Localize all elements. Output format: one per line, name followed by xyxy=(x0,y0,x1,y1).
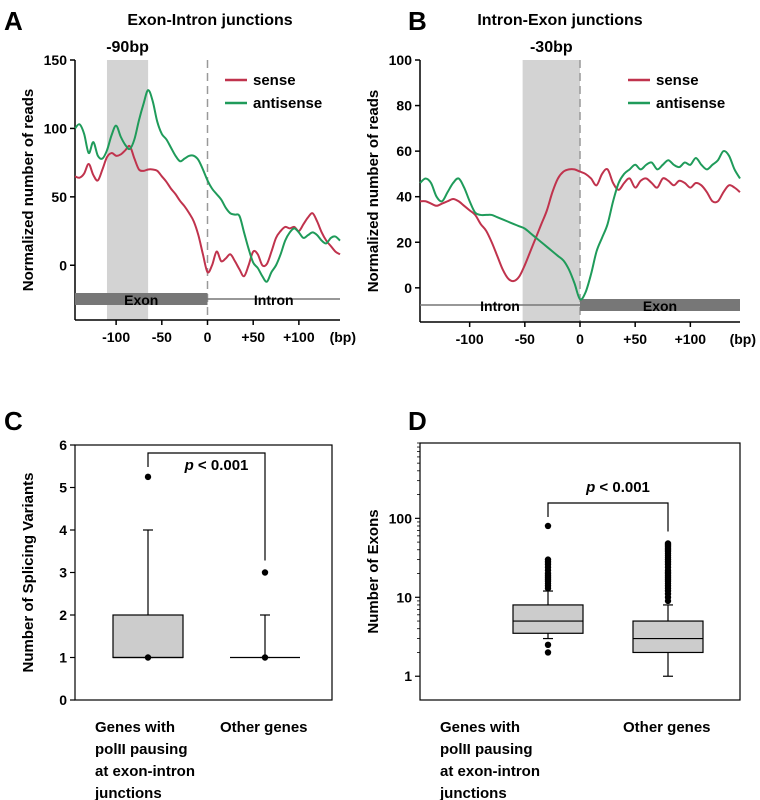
panel-letter: B xyxy=(408,6,427,36)
y-tick-label: 0 xyxy=(59,692,67,708)
outlier-point xyxy=(261,654,269,661)
chart-title: Intron-Exon junctions xyxy=(477,12,642,29)
y-tick-label: 2 xyxy=(59,607,67,623)
y-tick-label: 10 xyxy=(396,589,412,605)
y-tick-label: 40 xyxy=(396,189,412,205)
panel-b: B Intron-Exon junctions -30bp 0 20 40 60 80 100 -… xyxy=(365,6,756,347)
category-label-line: at exon-intron xyxy=(440,763,540,780)
significance-label-text: < 0.001 xyxy=(194,457,249,474)
x-tick-label: -100 xyxy=(102,329,130,345)
y-tick-label: 6 xyxy=(59,437,67,453)
y-tick-label: 1 xyxy=(404,668,412,684)
x-tick-label: -50 xyxy=(515,331,535,347)
y-tick-label: 0 xyxy=(404,280,412,296)
category-label-line: Genes with xyxy=(95,719,175,736)
region-label: Intron xyxy=(254,292,294,308)
y-tick-label: 0 xyxy=(59,257,67,273)
category-label-line: at exon-intron xyxy=(95,763,195,780)
category-label-line: Genes with xyxy=(440,719,520,736)
significance-label-p: p xyxy=(184,457,194,474)
legend-label-sense: sense xyxy=(656,72,699,89)
y-tick-label: 150 xyxy=(44,52,68,68)
box-body xyxy=(112,614,184,659)
x-tick-label: +50 xyxy=(241,329,265,345)
x-tick-label: +100 xyxy=(675,331,707,347)
panel-letter: C xyxy=(4,406,23,436)
category-label-line: junctions xyxy=(439,785,507,800)
significance-bracket xyxy=(147,452,266,561)
outlier-point xyxy=(544,641,552,649)
y-axis-label: Number of Exons xyxy=(365,509,382,633)
category-label-line: Other genes xyxy=(623,719,711,736)
region-label: Exon xyxy=(643,298,677,314)
series-line-antisense xyxy=(419,149,741,301)
category-label-line: junctions xyxy=(94,785,162,800)
panel-letter: A xyxy=(4,6,23,36)
category-label-line: polII pausing xyxy=(440,741,533,758)
x-tick-label: +100 xyxy=(283,329,315,345)
panel-letter: D xyxy=(408,406,427,436)
series-line-antisense xyxy=(74,89,341,283)
significance-label: p < 0.001 xyxy=(585,479,650,496)
y-tick-label: 5 xyxy=(59,480,67,496)
legend-label-sense: sense xyxy=(253,72,296,89)
region-bar xyxy=(75,293,208,305)
highlight-region xyxy=(522,60,580,322)
legend-label-antisense: antisense xyxy=(656,95,725,112)
panel-c: C 0 1 2 3 4 5 6 Number of Splicing Variants p < 0… xyxy=(4,406,333,800)
outlier-point xyxy=(544,649,552,656)
region-label: Intron xyxy=(480,298,520,314)
category-label-line: Other genes xyxy=(220,719,308,736)
legend-label-antisense: antisense xyxy=(253,95,322,112)
x-unit-label: (bp) xyxy=(330,329,356,345)
series-line-sense xyxy=(419,168,741,283)
x-tick-label: 0 xyxy=(204,329,212,345)
outlier-point xyxy=(144,473,152,481)
chart-title: Exon-Intron junctions xyxy=(127,12,292,29)
x-tick-label: -50 xyxy=(152,329,172,345)
y-tick-label: 80 xyxy=(396,98,412,114)
y-tick-label: 100 xyxy=(389,52,413,68)
region-bar xyxy=(580,299,740,311)
y-tick-label: 20 xyxy=(396,234,412,250)
x-tick-label: -100 xyxy=(456,331,484,347)
highlight-region xyxy=(106,60,149,320)
x-tick-label: +50 xyxy=(623,331,647,347)
significance-label-text: < 0.001 xyxy=(595,479,650,496)
outlier-point xyxy=(664,540,672,547)
y-axis-label: Number of Splicing Variants xyxy=(20,472,37,672)
box-body xyxy=(632,620,704,654)
significance-bracket xyxy=(547,502,669,532)
y-tick-label: 50 xyxy=(51,189,67,205)
y-tick-label: 100 xyxy=(389,510,413,526)
y-tick-label: 4 xyxy=(59,522,67,538)
y-tick-label: 60 xyxy=(396,143,412,159)
outlier-point xyxy=(544,522,552,530)
outlier-point xyxy=(144,654,152,661)
category-label-line: polII pausing xyxy=(95,741,188,758)
y-tick-label: 3 xyxy=(59,565,67,581)
plot-frame xyxy=(74,444,333,701)
highlight-label: -90bp xyxy=(106,39,149,56)
y-axis-label: Normalized number of reads xyxy=(365,90,382,293)
y-tick-label: 100 xyxy=(44,120,68,136)
outlier-point xyxy=(544,556,552,563)
panel-d: D 1 10 100 Number of Exons p < 0.001 Genes wit… xyxy=(365,406,741,800)
y-tick-label: 1 xyxy=(59,650,67,666)
significance-label-p: p xyxy=(585,479,595,496)
region-label: Exon xyxy=(124,292,158,308)
box-body xyxy=(512,604,584,634)
significance-label: p < 0.001 xyxy=(184,457,249,474)
y-axis-label: Normalized number of reads xyxy=(20,89,37,292)
plot-frame xyxy=(419,442,741,701)
panel-a: A Exon-Intron junctions -90bp 0 50 100 150 -100… xyxy=(4,6,356,345)
outlier-point xyxy=(261,569,269,576)
x-tick-label: 0 xyxy=(576,331,584,347)
x-unit-label: (bp) xyxy=(730,331,756,347)
highlight-label: -30bp xyxy=(530,39,573,56)
